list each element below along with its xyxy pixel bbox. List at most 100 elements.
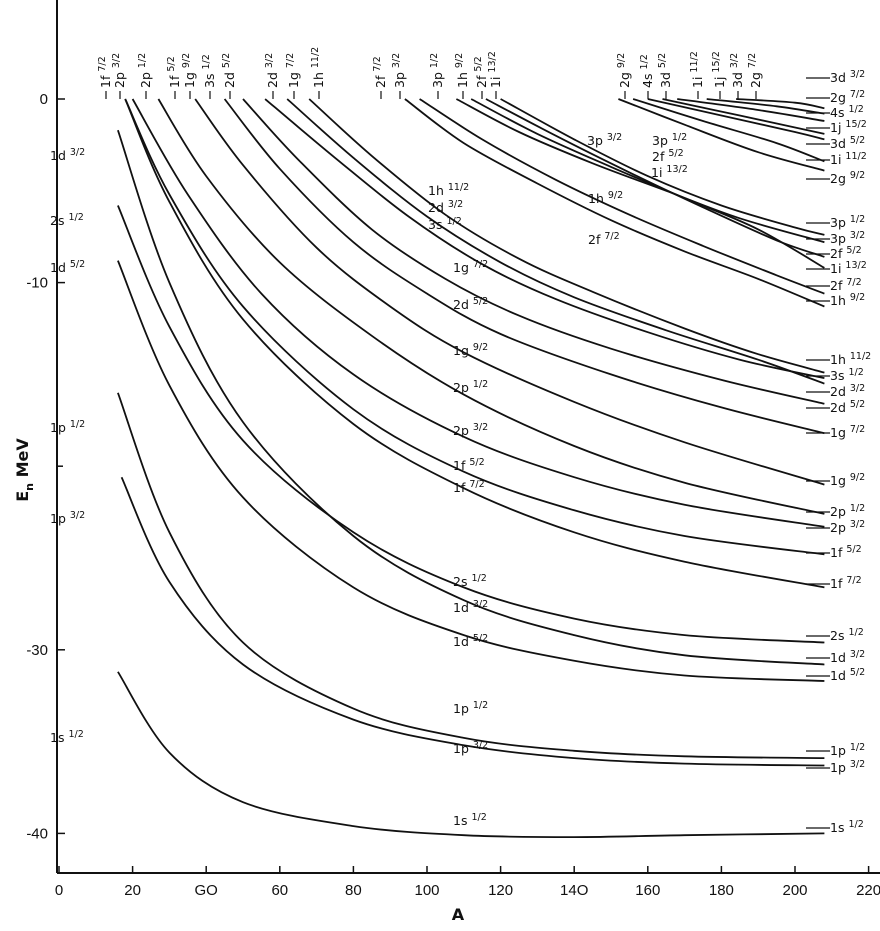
x-tick-label: 20 [124, 882, 141, 899]
inner-label-2f-7-2: 2f 7/2 [588, 231, 620, 247]
right-label-2f-5-2: 2f 5/2 [830, 245, 862, 261]
curves [117, 98, 825, 839]
curve-2g-9-2 [618, 98, 825, 172]
axes [56, 0, 880, 874]
inner-label-1d-5-2: 1d 5/2 [453, 633, 488, 649]
curve-2g-7-2 [706, 98, 825, 115]
x-tick-label: GO [195, 882, 218, 899]
y-tick-label: -10 [26, 275, 48, 292]
y-axis-title: En MeV [13, 438, 36, 502]
x-tick-label: 80 [345, 882, 362, 899]
curve-4s-1-2 [677, 98, 825, 122]
right-label-1h-9-2: 1h 9/2 [830, 292, 865, 308]
top-label-2d-5-2: 2d 5/2 [221, 53, 237, 88]
top-label-2p-1-2: 2p 1/2 [137, 53, 153, 88]
curve-2s-1-2 [117, 205, 825, 644]
right-label-2s-1-2: 2s 1/2 [830, 627, 864, 643]
right-label-1f-7-2: 1f 7/2 [830, 575, 862, 591]
top-label-2d-3-2: 2d 3/2 [264, 53, 280, 88]
inner-label-1h-11-2: 1h 11/2 [428, 182, 469, 198]
inner-label-1f-5-2: 1f 5/2 [453, 457, 485, 473]
y-tick-label: -30 [26, 642, 48, 659]
curve-1p-3-2 [120, 476, 825, 767]
inner-label-1d-3-2: 1d 3/2 [453, 599, 488, 615]
left-label-1p-1-2: 1p 1/2 [50, 419, 85, 435]
left-label-2s-1-2: 2s 1/2 [50, 212, 84, 228]
x-tick-label: 0 [55, 882, 63, 899]
top-label-1j-15-2: 1j 15/2 [711, 51, 727, 88]
inner-label-1f-7-2: 1f 7/2 [453, 479, 485, 495]
x-axis-title: A [452, 905, 465, 924]
right-label-1h-11-2: 1h 11/2 [830, 351, 871, 367]
curve-2f-5-2 [485, 98, 825, 258]
ticks: 0 20 GO 60 80 100 120 14O 160 180 200 220 0 -10 -30 -40 [26, 91, 880, 899]
top-label-1i-11-2: 1i 11/2 [689, 51, 705, 88]
left-label-1s-1-2: 1s 1/2 [50, 729, 84, 745]
curve-3p-3-2 [455, 98, 825, 244]
x-tick-label: 14O [560, 882, 588, 899]
right-label-1j-15-2: 1j 15/2 [830, 119, 867, 135]
curve-1d-5-2 [117, 260, 825, 682]
curve-2d-5-2 [242, 98, 825, 405]
x-tick-label: 180 [709, 882, 734, 899]
curve-1i-11-2 [632, 98, 825, 163]
x-tick-label: 160 [635, 882, 660, 899]
x-tick-label: 220 [856, 882, 880, 899]
inner-label-1s-1-2: 1s 1/2 [453, 812, 487, 828]
y-tick-label: -40 [26, 825, 48, 842]
top-label-3p-1-2: 3p 1/2 [429, 53, 445, 88]
curve-1d-3-2 [117, 129, 825, 666]
inner-label-2f-5-2: 2f 5/2 [652, 148, 684, 164]
inner-label-1p-3-2: 1p 3/2 [453, 740, 488, 756]
curve-2f-7-2 [419, 98, 825, 295]
top-label-3s-1-2: 3s 1/2 [201, 54, 217, 88]
top-label-2g-7-2: 2g 7/2 [747, 53, 763, 88]
right-label-1i-11-2: 1i 11/2 [830, 151, 867, 167]
x-tick-label: 200 [782, 882, 807, 899]
curve-3d-3-2 [736, 98, 825, 110]
curve-2d-3-2 [286, 98, 825, 385]
x-tick-label: 60 [271, 882, 288, 899]
curve-1i-13-2 [470, 98, 825, 269]
curve-1j-15-2 [662, 98, 825, 135]
right-label-1d-5-2: 1d 5/2 [830, 667, 865, 683]
top-label-4s-1-2: 4s 1/2 [639, 54, 655, 88]
right-label-1p-3-2: 1p 3/2 [830, 759, 865, 775]
top-label-1h-11-2: 1h 11/2 [310, 47, 326, 88]
right-label-3d-5-2: 3d 5/2 [830, 135, 865, 151]
top-label-2f-5-2: 2f 5/2 [473, 56, 489, 88]
top-label-2f-7-2: 2f 7/2 [372, 56, 388, 88]
curve-3s-1-2 [264, 98, 825, 379]
top-label-1f-5-2: 1f 5/2 [166, 56, 182, 88]
curve-3d-5-2 [647, 98, 825, 141]
right-label-3s-1-2: 3s 1/2 [830, 367, 864, 383]
right-label-1d-3-2: 1d 3/2 [830, 649, 865, 665]
right-label-2f-7-2: 2f 7/2 [830, 277, 862, 293]
top-label-1g-7-2: 1g 7/2 [285, 53, 301, 88]
right-label-2p-1-2: 2p 1/2 [830, 503, 865, 519]
curve-1g-7-2 [223, 98, 825, 435]
inner-label-3p-3-2: 3p 3/2 [587, 132, 622, 148]
top-label-2p-3-2: 2p 3/2 [111, 53, 127, 88]
right-label-4s-1-2: 4s 1/2 [830, 104, 864, 120]
right-label-3p-3-2: 3p 3/2 [830, 230, 865, 246]
right-label-2g-7-2: 2g 7/2 [830, 89, 865, 105]
left-label-1p-3-2: 1p 3/2 [50, 510, 85, 526]
right-label-2p-3-2: 2p 3/2 [830, 519, 865, 535]
inner-label-3p-1-2: 3p 1/2 [652, 132, 687, 148]
inner-label-1g-7-2: 1g 7/2 [453, 259, 488, 275]
x-tick-label: 100 [414, 882, 439, 899]
inner-label-2p-1-2: 2p 1/2 [453, 379, 488, 395]
top-label-3d-3-2: 3d 3/2 [729, 53, 745, 88]
inner-label-2d-3-2: 2d 3/2 [428, 199, 463, 215]
top-label-1i-13-2: 1i 13/2 [487, 51, 503, 88]
right-label-1g-7-2: 1g 7/2 [830, 424, 865, 440]
inner-label-1g-9-2: 1g 9/2 [453, 342, 488, 358]
top-label-3d-5-2: 3d 5/2 [657, 53, 673, 88]
inner-label-1h-9-2: 1h 9/2 [588, 190, 623, 206]
top-label-2g-9-2: 2g 9/2 [616, 53, 632, 88]
right-label-2d-5-2: 2d 5/2 [830, 399, 865, 415]
right-label-1p-1-2: 1p 1/2 [830, 742, 865, 758]
right-label-2g-9-2: 2g 9/2 [830, 170, 865, 186]
